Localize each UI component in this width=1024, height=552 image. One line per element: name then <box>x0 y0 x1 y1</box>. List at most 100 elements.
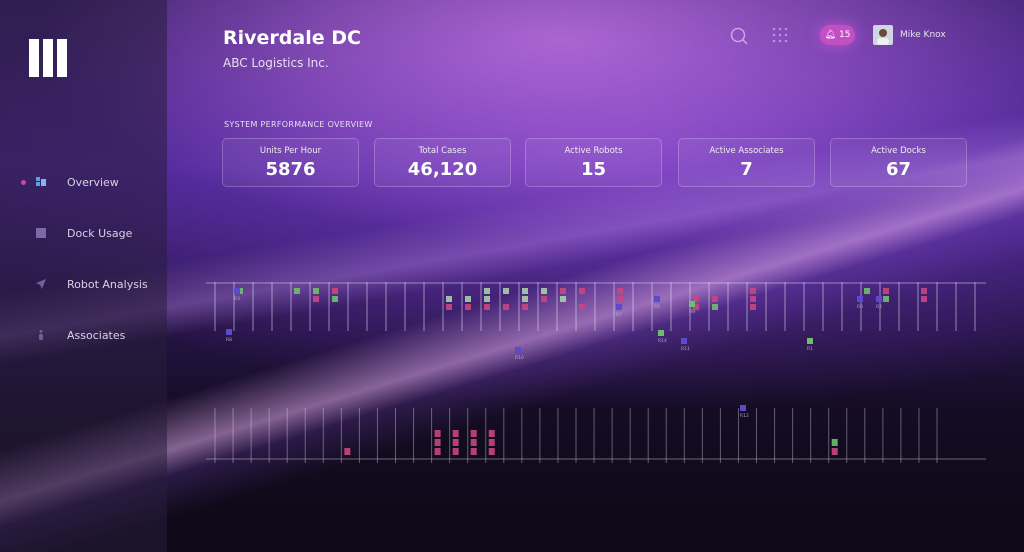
kpi-value: 67 <box>885 159 912 180</box>
robot-label: R3 <box>234 296 240 302</box>
kpi-active-associates: Active Associates 7 <box>678 138 815 187</box>
kpi-total-cases: Total Cases 46,120 <box>374 138 511 187</box>
case-marker <box>617 296 623 302</box>
case-marker <box>560 296 566 302</box>
navigation-arrow-icon <box>36 279 46 289</box>
sidebar-item-associates[interactable]: Associates <box>0 325 167 345</box>
sidebar-item-label: Dock Usage <box>67 226 133 240</box>
kpi-label: Units Per Hour <box>259 146 322 156</box>
site-title: Riverdale DC <box>223 27 361 49</box>
kpi-label: Total Cases <box>418 146 467 156</box>
square-icon <box>36 228 46 238</box>
case-marker <box>522 304 528 310</box>
robot-label: R8 <box>226 337 232 343</box>
robot-marker <box>689 301 695 307</box>
case-marker <box>446 304 452 310</box>
robot-marker <box>681 338 687 344</box>
case-marker <box>541 288 547 294</box>
robot-marker <box>234 288 240 294</box>
case-marker <box>470 448 477 455</box>
apps-grid-icon[interactable] <box>772 27 789 44</box>
kpi-value: 5876 <box>265 159 316 180</box>
case-marker <box>560 288 566 294</box>
case-marker <box>617 288 623 294</box>
kpi-value: 7 <box>740 159 753 180</box>
sidebar-item-robot-analysis[interactable]: Robot Analysis <box>0 274 167 294</box>
case-marker <box>883 296 889 302</box>
robot-label: R2 <box>876 304 882 310</box>
case-marker <box>831 439 838 446</box>
sidebar-item-dock-usage[interactable]: Dock Usage <box>0 223 167 243</box>
notification-count: 15 <box>838 30 851 40</box>
case-marker <box>484 288 490 294</box>
case-marker <box>344 448 351 455</box>
case-marker <box>693 296 699 302</box>
user-name[interactable]: Mike Knox <box>900 30 946 40</box>
avatar[interactable] <box>873 25 893 45</box>
sidebar-item-label: Overview <box>67 175 119 189</box>
case-marker <box>452 430 459 437</box>
case-marker <box>332 288 338 294</box>
case-marker <box>921 288 927 294</box>
robot-label: R5 <box>654 304 660 310</box>
robot-marker <box>740 405 746 411</box>
robot-label: R1 <box>807 346 813 352</box>
robot-label: R7 <box>616 312 622 318</box>
case-marker <box>452 448 459 455</box>
case-marker <box>294 288 300 294</box>
case-marker <box>465 296 471 302</box>
grid-icon <box>36 177 46 186</box>
case-marker <box>488 430 495 437</box>
case-marker <box>470 430 477 437</box>
sidebar: Overview Dock Usage Robot Analysis Assoc… <box>0 0 167 552</box>
company-name: ABC Logistics Inc. <box>223 56 329 70</box>
kpi-value: 46,120 <box>407 159 478 180</box>
robot-marker <box>658 330 664 336</box>
robot-marker <box>876 296 882 302</box>
case-marker <box>488 439 495 446</box>
case-marker <box>484 304 490 310</box>
kpi-active-robots: Active Robots 15 <box>525 138 662 187</box>
case-marker <box>864 288 870 294</box>
robot-marker <box>616 304 622 310</box>
robot-label: R11 <box>681 346 690 352</box>
case-marker <box>693 304 699 310</box>
search-icon[interactable] <box>730 27 748 45</box>
case-marker <box>332 296 338 302</box>
robot-label: R6 <box>857 304 863 310</box>
case-marker <box>579 304 585 310</box>
case-marker <box>750 288 756 294</box>
person-icon <box>39 330 43 340</box>
case-marker <box>484 296 490 302</box>
case-marker <box>313 288 319 294</box>
kpi-active-docks: Active Docks 67 <box>830 138 967 187</box>
kpi-units-per-hour: Units Per Hour 5876 <box>222 138 359 187</box>
case-marker <box>470 439 477 446</box>
robot-marker <box>807 338 813 344</box>
kpi-label: Active Docks <box>871 146 926 156</box>
case-marker <box>522 296 528 302</box>
bell-icon: 🔔︎ <box>824 30 836 40</box>
robot-marker <box>515 347 521 353</box>
robot-label: R12 <box>740 413 749 419</box>
case-marker <box>452 439 459 446</box>
case-marker <box>446 296 452 302</box>
case-marker <box>503 304 509 310</box>
case-marker <box>434 430 441 437</box>
robot-label: R10 <box>515 355 524 361</box>
case-marker <box>579 288 585 294</box>
section-title: SYSTEM PERFORMANCE OVERVIEW <box>224 120 373 129</box>
sidebar-item-label: Robot Analysis <box>67 277 148 291</box>
sidebar-item-overview[interactable]: Overview <box>0 172 167 192</box>
case-marker <box>921 296 927 302</box>
case-marker <box>465 304 471 310</box>
robot-marker <box>857 296 863 302</box>
kpi-label: Active Robots <box>564 146 623 156</box>
notifications-button[interactable]: 🔔︎ 15 <box>820 25 855 45</box>
case-marker <box>883 288 889 294</box>
case-marker <box>434 448 441 455</box>
kpi-value: 15 <box>580 159 607 180</box>
